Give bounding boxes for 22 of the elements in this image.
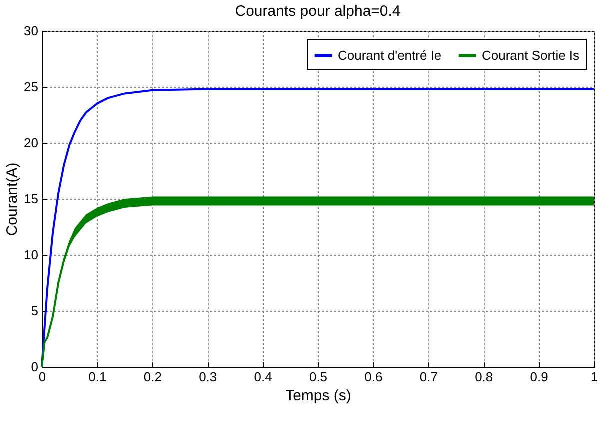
x-tick-label: 0.5 <box>309 370 328 384</box>
x-tick-label: 0.6 <box>364 370 383 384</box>
x-tick-label: 0.1 <box>88 370 107 384</box>
x-axis-title: Temps (s) <box>286 388 352 404</box>
legend-label: Courant d'entré Ie <box>338 48 442 63</box>
legend-label: Courant Sortie Is <box>482 48 580 63</box>
chart-title: Courants pour alpha=0.4 <box>235 3 401 20</box>
y-tick-label: 5 <box>31 304 38 318</box>
x-tick-label: 0.4 <box>254 370 272 384</box>
y-axis-title: Courant(A) <box>4 162 22 236</box>
y-tick-label: 0 <box>31 360 38 374</box>
y-tick-label: 25 <box>24 80 38 94</box>
x-tick-label: 0.3 <box>199 370 218 384</box>
x-tick-label: 0.7 <box>420 370 438 384</box>
x-tick-label: 1 <box>590 370 598 384</box>
y-tick-label: 15 <box>24 192 38 206</box>
x-tick-label: 0.2 <box>144 370 162 384</box>
y-tick-label: 10 <box>24 248 38 262</box>
x-tick-label: 0.9 <box>530 370 548 384</box>
y-tick-label: 30 <box>24 24 38 38</box>
x-tick-label: 0.8 <box>475 370 494 384</box>
y-tick-label: 20 <box>24 136 38 150</box>
